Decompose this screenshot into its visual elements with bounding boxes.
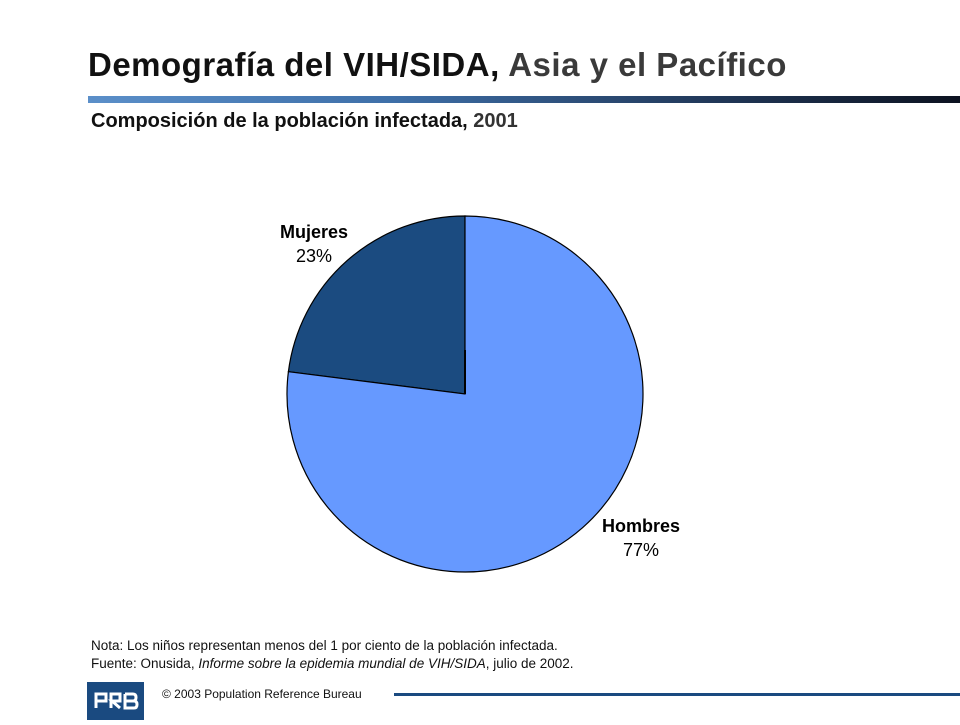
source-prefix: Fuente: Onusida, bbox=[91, 656, 199, 671]
slice-value-mujeres: 23% bbox=[296, 246, 332, 266]
title-main: Demografía del VIH/SIDA, bbox=[88, 46, 500, 83]
source-title: Informe sobre la epidemia mundial de VIH… bbox=[198, 656, 486, 671]
footer-copyright: © 2003 Population Reference Bureau bbox=[162, 687, 362, 701]
footer-rule bbox=[394, 693, 960, 696]
notes-block: Nota: Los niños representan menos del 1 … bbox=[91, 637, 574, 673]
prb-logo-mark bbox=[87, 682, 144, 720]
title-rule bbox=[88, 96, 960, 103]
page-title: Demografía del VIH/SIDA, Asia y el Pacíf… bbox=[88, 46, 787, 84]
subtitle-main: Composición de la población infectada, bbox=[91, 110, 468, 132]
slice-label-mujeres: Mujeres bbox=[280, 222, 348, 242]
pie-slice-mujeres bbox=[287, 215, 466, 395]
pie-slice-hombres bbox=[286, 215, 644, 573]
title-region: Asia y el Pacífico bbox=[508, 46, 787, 83]
slice-label-hombres: Hombres bbox=[602, 516, 680, 536]
prb-logo bbox=[87, 682, 144, 720]
source-line: Fuente: Onusida, Informe sobre la epidem… bbox=[91, 655, 574, 673]
subtitle-year: 2001 bbox=[473, 110, 518, 132]
slice-value-hombres: 77% bbox=[623, 540, 659, 560]
source-suffix: , julio de 2002. bbox=[485, 656, 574, 671]
chart-subtitle: Composición de la población infectada, 2… bbox=[91, 110, 518, 133]
note-line: Nota: Los niños representan menos del 1 … bbox=[91, 638, 558, 653]
